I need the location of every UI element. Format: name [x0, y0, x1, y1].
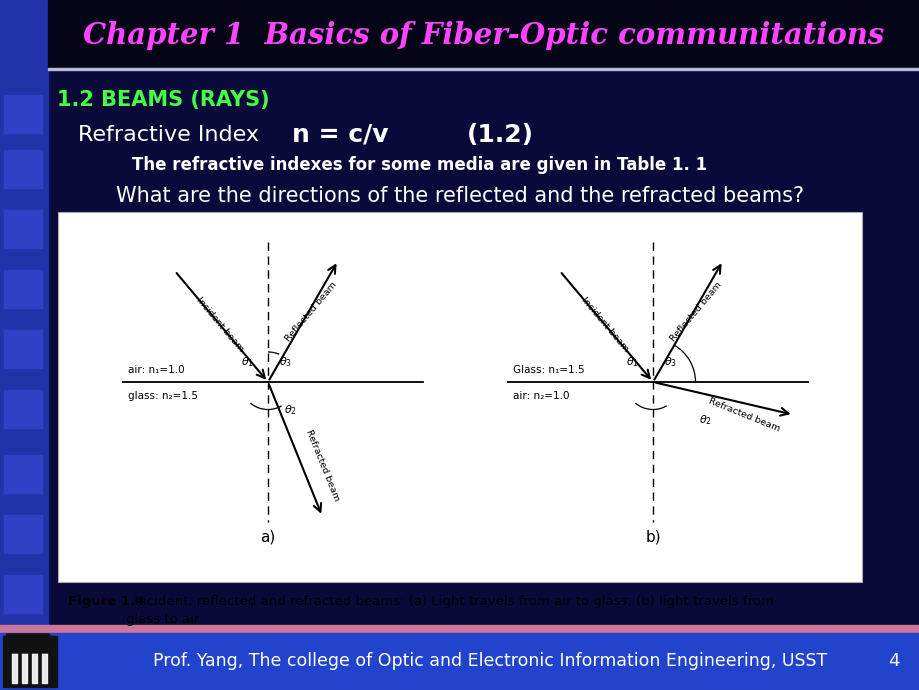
Text: Incident beam: Incident beam — [194, 295, 244, 353]
Text: Chapter 1  Basics of Fiber-Optic communitations: Chapter 1 Basics of Fiber-Optic communit… — [84, 21, 884, 50]
Bar — [4, 455, 42, 493]
Text: Refractive Index: Refractive Index — [78, 125, 259, 145]
Text: The refractive indexes for some media are given in Table 1. 1: The refractive indexes for some media ar… — [132, 156, 707, 174]
Bar — [4, 270, 42, 308]
Text: Refracted beam: Refracted beam — [304, 428, 341, 502]
Bar — [0, 625, 919, 633]
Bar — [58, 212, 861, 582]
Text: Incident beam: Incident beam — [579, 295, 630, 353]
Bar — [4, 515, 42, 553]
Bar — [4, 390, 42, 428]
Text: a): a) — [260, 529, 276, 544]
Bar — [4, 150, 42, 188]
Text: $\theta_3$: $\theta_3$ — [664, 355, 676, 369]
Bar — [42, 640, 47, 683]
Text: Incident, reflected and refracted beams: (a) Light travels from air to glass; (b: Incident, reflected and refracted beams:… — [126, 595, 773, 626]
Bar — [4, 210, 42, 248]
Text: Prof. Yang, The college of Optic and Electronic Information Engineering, USST: Prof. Yang, The college of Optic and Ele… — [153, 652, 826, 670]
Text: Refracted beam: Refracted beam — [707, 397, 780, 434]
Text: n = c/v: n = c/v — [291, 123, 388, 147]
Text: (1.2): (1.2) — [466, 123, 533, 147]
Bar — [22, 640, 27, 683]
Text: Figure 1.4: Figure 1.4 — [68, 595, 144, 608]
Bar — [48, 0, 919, 70]
Text: $\theta_3$: $\theta_3$ — [279, 355, 292, 369]
Text: $\theta_2$: $\theta_2$ — [698, 413, 710, 427]
Text: glass: n₂=1.5: glass: n₂=1.5 — [128, 391, 198, 401]
Text: b): b) — [644, 529, 660, 544]
Text: 1.2 BEAMS (RAYS): 1.2 BEAMS (RAYS) — [57, 90, 269, 110]
Text: 4: 4 — [888, 652, 899, 670]
Text: Reflected beam: Reflected beam — [668, 280, 723, 343]
Bar — [3, 636, 57, 687]
Text: air: n₂=1.0: air: n₂=1.0 — [513, 391, 569, 401]
Bar — [32, 640, 37, 683]
Bar — [0, 633, 919, 690]
Text: $\theta_1$: $\theta_1$ — [626, 355, 639, 369]
Text: Glass: n₁=1.5: Glass: n₁=1.5 — [513, 365, 584, 375]
Text: What are the directions of the reflected and the refracted beams?: What are the directions of the reflected… — [116, 186, 803, 206]
Bar — [48, 68, 919, 70]
Bar — [4, 95, 42, 133]
Text: air: n₁=1.0: air: n₁=1.0 — [128, 365, 185, 375]
Text: $\theta_2$: $\theta_2$ — [283, 403, 296, 417]
Bar — [12, 640, 17, 683]
Bar — [4, 575, 42, 613]
Text: Reflected beam: Reflected beam — [284, 280, 338, 343]
Bar — [0, 0, 48, 690]
FancyBboxPatch shape — [6, 634, 50, 653]
Text: $\theta_1$: $\theta_1$ — [241, 355, 255, 369]
Bar — [4, 330, 42, 368]
